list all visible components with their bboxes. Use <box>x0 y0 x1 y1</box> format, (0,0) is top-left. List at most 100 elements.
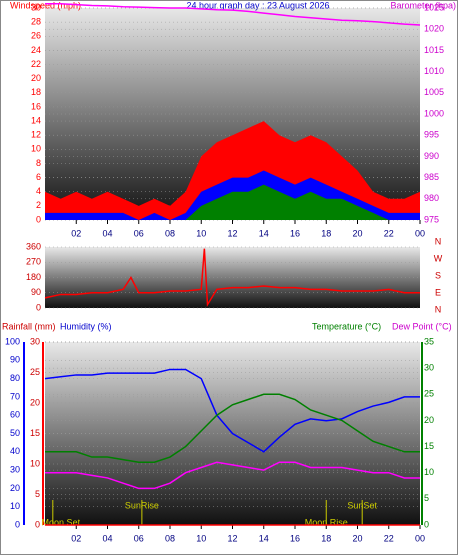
x-tick-label: 02 <box>71 533 81 543</box>
x-tick-label: 02 <box>71 228 81 238</box>
compass-label: N <box>435 236 442 246</box>
y-tick-label: 16 <box>31 101 41 111</box>
y-tick-label: 22 <box>31 59 41 69</box>
compass-label: E <box>435 287 441 297</box>
x-tick-label: 20 <box>352 228 362 238</box>
x-tick-label: 18 <box>321 533 331 543</box>
compass-label: S <box>435 270 441 280</box>
chart-title: 24 hour graph day : 23 August 2026 <box>186 0 329 10</box>
x-tick-label: 12 <box>227 533 237 543</box>
y-tick-label: 15 <box>30 428 40 438</box>
y-tick-label: 975 <box>424 214 439 224</box>
y-tick-label: 8 <box>36 158 41 168</box>
y-tick-label: 1025 <box>424 2 444 12</box>
x-tick-label: 22 <box>384 533 394 543</box>
series-line <box>44 368 420 453</box>
x-tick-label: 00 <box>415 228 425 238</box>
x-tick-label: 00 <box>415 533 425 543</box>
x-tick-label: 10 <box>196 533 206 543</box>
y-tick-label: 26 <box>31 31 41 41</box>
y-tick-label: 25 <box>424 389 434 399</box>
annotation: Moon Rise <box>305 517 348 527</box>
y-tick-label: 995 <box>424 130 439 140</box>
x-tick-label: 06 <box>134 228 144 238</box>
y-tick-label: 25 <box>30 367 40 377</box>
compass-label: N <box>435 304 442 314</box>
y-tick-label: 20 <box>30 397 40 407</box>
y-tick-label: 80 <box>10 373 20 383</box>
series-line <box>45 461 420 490</box>
y-tick-label: 1020 <box>424 24 444 34</box>
x-tick-label: 16 <box>290 533 300 543</box>
x-tick-label: 04 <box>102 228 112 238</box>
y-tick-label: 1005 <box>424 87 444 97</box>
y-tick-label: 0 <box>35 519 40 529</box>
y-tick-label: 20 <box>31 73 41 83</box>
y-tick-label: 4 <box>36 186 41 196</box>
wind-area <box>45 184 420 220</box>
x-tick-label: 10 <box>196 228 206 238</box>
y-tick-label: 10 <box>424 467 434 477</box>
axis-title: Temperature (°C) <box>312 321 381 331</box>
compass-label: W <box>434 253 443 263</box>
x-tick-label: 06 <box>134 533 144 543</box>
y-tick-label: 5 <box>35 489 40 499</box>
y-tick-label: 1015 <box>424 45 444 55</box>
x-tick-label: 08 <box>165 228 175 238</box>
y-tick-label: 35 <box>424 336 434 346</box>
y-tick-label: 10 <box>30 458 40 468</box>
annotation: Moon Set <box>42 517 81 527</box>
axis-title: Dew Point (°C) <box>392 321 452 331</box>
series-line <box>45 393 420 464</box>
x-tick-label: 14 <box>259 228 269 238</box>
x-tick-label: 20 <box>352 533 362 543</box>
y-axis-title: Windspeed (mph) <box>10 0 81 10</box>
y-tick-label: 24 <box>31 45 41 55</box>
y-tick-label: 10 <box>31 144 41 154</box>
y2-axis-title: Barometer (hpa) <box>390 0 456 10</box>
y-tick-label: 360 <box>26 241 41 251</box>
y-tick-label: 270 <box>26 257 41 267</box>
axis-title: Rainfall (mm) <box>2 321 56 331</box>
x-tick-label: 22 <box>384 228 394 238</box>
y-tick-label: 30 <box>30 336 40 346</box>
y-tick-label: 2 <box>36 200 41 210</box>
axis-title: Humidity (%) <box>60 321 112 331</box>
series-line <box>44 248 420 308</box>
y-tick-label: 30 <box>424 363 434 373</box>
y-tick-label: 980 <box>424 193 439 203</box>
y-tick-label: 30 <box>31 2 41 12</box>
y-tick-label: 1000 <box>424 108 444 118</box>
y-tick-label: 40 <box>10 446 20 456</box>
y-tick-label: 180 <box>26 272 41 282</box>
y-tick-label: 6 <box>36 172 41 182</box>
y-tick-label: 14 <box>31 115 41 125</box>
series-line <box>45 3 421 26</box>
x-tick-label: 04 <box>102 533 112 543</box>
y-tick-label: 0 <box>36 214 41 224</box>
y-tick-label: 15 <box>424 441 434 451</box>
y-tick-label: 990 <box>424 151 439 161</box>
x-tick-label: 08 <box>165 533 175 543</box>
x-tick-label: 14 <box>259 533 269 543</box>
y-tick-label: 985 <box>424 172 439 182</box>
y-tick-label: 60 <box>10 410 20 420</box>
y-tick-label: 70 <box>10 391 20 401</box>
x-tick-label: 16 <box>290 228 300 238</box>
y-tick-label: 18 <box>31 87 41 97</box>
annotation: SunSet <box>347 500 377 510</box>
y-tick-label: 90 <box>31 287 41 297</box>
annotation: SunRise <box>125 500 159 510</box>
y-tick-label: 90 <box>10 355 20 365</box>
y-tick-label: 0 <box>424 519 429 529</box>
y-tick-label: 28 <box>31 17 41 27</box>
y-tick-label: 30 <box>10 464 20 474</box>
y-tick-label: 50 <box>10 428 20 438</box>
y-tick-label: 100 <box>5 336 20 346</box>
y-tick-label: 20 <box>10 483 20 493</box>
y-tick-label: 10 <box>10 501 20 511</box>
y-tick-label: 0 <box>15 519 20 529</box>
y-tick-label: 12 <box>31 130 41 140</box>
y-tick-label: 0 <box>36 302 41 312</box>
